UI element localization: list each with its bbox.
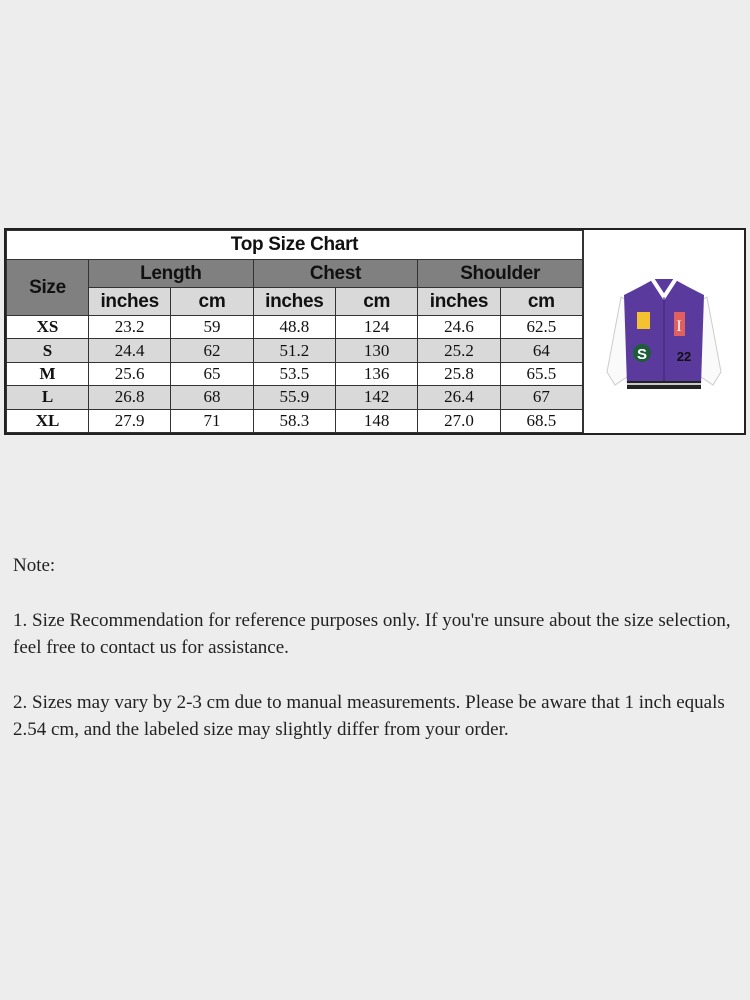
table-row: S 24.4 62 51.2 130 25.2 64 — [6, 338, 584, 363]
measurement-cell: 68.5 — [499, 408, 584, 434]
measurement-cell: 64 — [499, 338, 584, 363]
measurement-cell: 136 — [334, 361, 419, 387]
measurement-cell: 24.4 — [87, 338, 172, 363]
measurement-cell: 65.5 — [499, 361, 584, 387]
svg-text:S: S — [637, 346, 647, 363]
size-table: Top Size Chart Size Length Chest Shoulde… — [6, 230, 584, 434]
group-header-shoulder: Shoulder — [417, 259, 583, 288]
measurement-cell: 62.5 — [499, 314, 584, 340]
size-cell: XL — [6, 408, 89, 434]
svg-text:22: 22 — [677, 349, 691, 364]
size-cell: XS — [6, 314, 89, 340]
measurement-cell: 130 — [334, 338, 419, 363]
measurement-cell: 27.0 — [417, 408, 501, 434]
unit-header: inches — [417, 287, 501, 316]
measurement-cell: 148 — [334, 408, 419, 434]
unit-header: inches — [87, 287, 172, 316]
table-row: L 26.8 68 55.9 142 26.4 67 — [6, 385, 584, 410]
measurement-cell: 124 — [334, 314, 419, 340]
measurement-cell: 26.4 — [417, 385, 501, 410]
table-row: M 25.6 65 53.5 136 25.8 65.5 — [6, 361, 584, 387]
unit-header: cm — [499, 287, 584, 316]
measurement-cell: 59 — [170, 314, 254, 340]
size-cell: L — [6, 385, 89, 410]
unit-header: cm — [334, 287, 419, 316]
note-item: 1. Size Recommendation for reference pur… — [13, 610, 731, 658]
measurement-cell: 65 — [170, 361, 254, 387]
group-header-length: Length — [88, 259, 254, 288]
measurement-cell: 24.6 — [417, 314, 501, 340]
group-header-chest: Chest — [252, 259, 419, 288]
product-image: I S 22 — [583, 230, 744, 433]
varsity-jacket-icon: I S 22 — [606, 275, 722, 389]
table-row: XS 23.2 59 48.8 124 24.6 62.5 — [6, 314, 584, 340]
measurement-cell: 27.9 — [87, 408, 172, 434]
measurement-cell: 62 — [170, 338, 254, 363]
svg-text:I: I — [676, 318, 681, 335]
measurement-cell: 58.3 — [252, 408, 336, 434]
measurement-cell: 68 — [170, 385, 254, 410]
size-header: Size — [6, 259, 89, 316]
measurement-cell: 142 — [334, 385, 419, 410]
measurement-cell: 71 — [170, 408, 254, 434]
measurement-cell: 67 — [499, 385, 584, 410]
measurement-cell: 48.8 — [252, 314, 336, 340]
unit-header: inches — [252, 287, 336, 316]
measurement-cell: 25.2 — [417, 338, 501, 363]
notes-heading: Note: — [13, 555, 56, 576]
size-chart: Top Size Chart Size Length Chest Shoulde… — [4, 228, 746, 435]
measurement-cell: 25.6 — [87, 361, 172, 387]
measurement-cell: 26.8 — [87, 385, 172, 410]
measurement-cell: 53.5 — [252, 361, 336, 387]
notes-section: Note: 1. Size Recommendation for referen… — [13, 552, 743, 771]
size-cell: S — [6, 338, 89, 363]
table-row: XL 27.9 71 58.3 148 27.0 68.5 — [6, 408, 584, 434]
note-item: 2. Sizes may vary by 2-3 cm due to manua… — [13, 692, 725, 740]
measurement-cell: 51.2 — [252, 338, 336, 363]
table-title: Top Size Chart — [6, 230, 583, 260]
size-cell: M — [6, 361, 89, 387]
measurement-cell: 25.8 — [417, 361, 501, 387]
measurement-cell: 55.9 — [252, 385, 336, 410]
measurement-cell: 23.2 — [87, 314, 172, 340]
unit-header: cm — [170, 287, 254, 316]
